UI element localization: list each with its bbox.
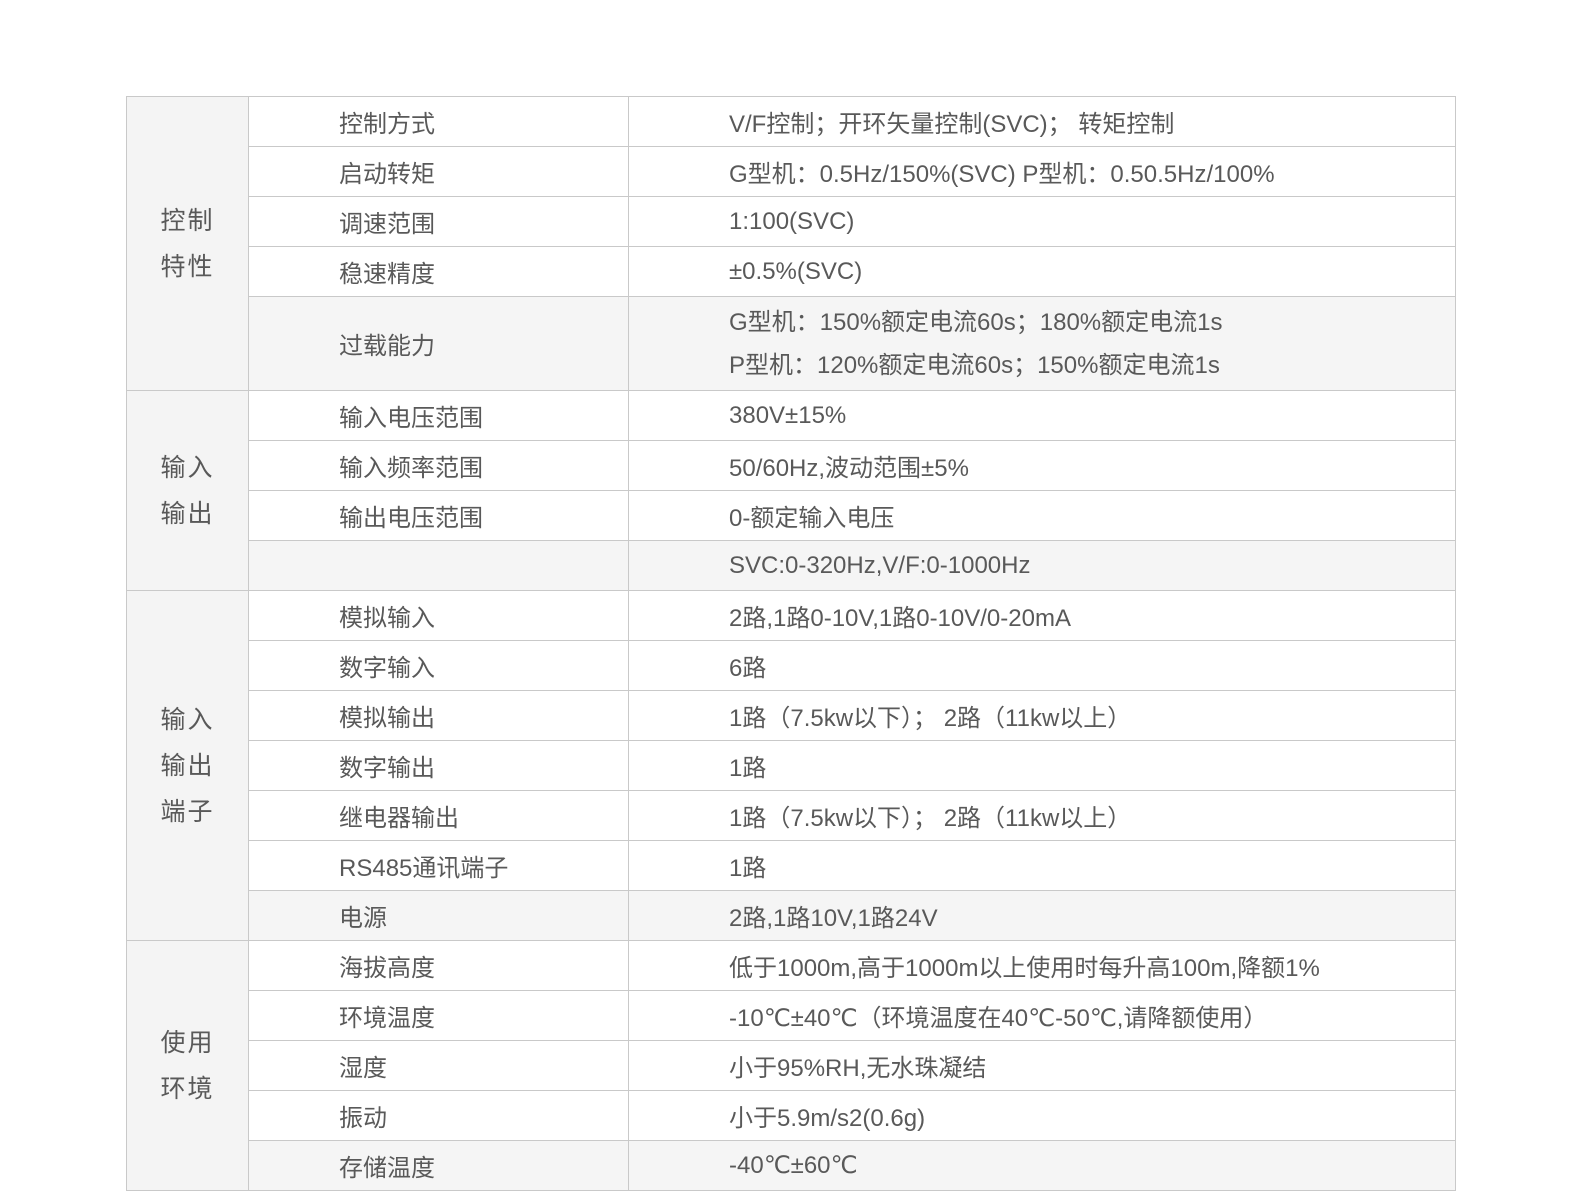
parameter-cell (248, 540, 629, 591)
value-cell: 1路 (628, 740, 1456, 791)
spec-row: 振动 小于5.9m/s2(0.6g) (127, 1090, 1456, 1141)
value-cell: 2路,1路0-10V,1路0-10V/0-20mA (628, 590, 1456, 641)
parameter-cell: 数字输入 (248, 640, 629, 691)
parameter-cell: 模拟输出 (248, 690, 629, 741)
parameter-cell: 湿度 (248, 1040, 629, 1091)
spec-row: 输入频率范围 50/60Hz,波动范围±5% (127, 440, 1456, 491)
parameter-cell: 海拔高度 (248, 940, 629, 991)
value-cell: G型机：0.5Hz/150%(SVC) P型机：0.50.5Hz/100% (628, 146, 1456, 197)
category-label-line: 控制 (160, 206, 215, 235)
category-cell: 使用 环境 (126, 940, 249, 1191)
parameter-cell: 继电器输出 (248, 790, 629, 841)
spec-row: RS485通讯端子 1路 (127, 840, 1456, 891)
spec-row: 调速范围 1:100(SVC) (127, 196, 1456, 247)
parameter-cell: 环境温度 (248, 990, 629, 1041)
spec-row: 湿度 小于95%RH,无水珠凝结 (127, 1040, 1456, 1091)
parameter-cell: 调速范围 (248, 196, 629, 247)
parameter-cell: 振动 (248, 1090, 629, 1141)
category-label-line: 环境 (160, 1074, 215, 1103)
value-cell: -10℃±40℃（环境温度在40℃-50℃,请降额使用） (628, 990, 1456, 1041)
category-label-line: 输出 (160, 751, 215, 780)
spec-row: 电源 2路,1路10V,1路24V (127, 890, 1456, 941)
spec-row: 环境温度 -10℃±40℃（环境温度在40℃-50℃,请降额使用） (127, 990, 1456, 1041)
spec-row: SVC:0-320Hz,V/F:0-1000Hz (127, 540, 1456, 591)
category-label-line: 端子 (160, 797, 215, 826)
value-cell: ±0.5%(SVC) (628, 246, 1456, 297)
category-label-line: 使用 (160, 1028, 215, 1057)
value-cell: 低于1000m,高于1000m以上使用时每升高100m,降额1% (628, 940, 1456, 991)
spec-row: 过载能力 G型机：150%额定电流60s；180%额定电流1s P型机：120%额定… (127, 296, 1456, 391)
spec-row: 输入 输出 端子 模拟输入 2路,1路0-10V,1路0-10V/0-20mA (126, 590, 1456, 941)
parameter-cell: 存储温度 (248, 1140, 629, 1191)
value-cell: 2路,1路10V,1路24V (628, 890, 1456, 941)
value-cell: 0-额定输入电压 (628, 490, 1456, 541)
parameter-cell: 启动转矩 (248, 146, 629, 197)
spec-row: 存储温度 -40℃±60℃ (127, 1140, 1456, 1191)
parameter-cell: 过载能力 (248, 296, 629, 391)
category-cell: 输入 输出 (126, 390, 249, 591)
value-line: G型机：150%额定电流60s；180%额定电流1s (729, 308, 1223, 336)
value-cell: 小于95%RH,无水珠凝结 (628, 1040, 1456, 1091)
value-cell: 1路（7.5kw以下）； 2路（11kw以上） (628, 790, 1456, 841)
value-cell: 6路 (628, 640, 1456, 691)
spec-row: 输入 输出 输入电压范围 380V±15% (126, 390, 1456, 591)
parameter-cell: 输出电压范围 (248, 490, 629, 541)
spec-table-body: 控制 特性 控制方式 V/F控制；开环矢量控制(SVC)； 转矩控制 启动转矩 G型机：0… (126, 96, 1456, 1191)
category-label-line: 输入 (160, 453, 215, 482)
parameter-cell: 电源 (248, 890, 629, 941)
parameter-cell: 数字输出 (248, 740, 629, 791)
value-cell: 380V±15% (628, 390, 1456, 441)
value-cell: 小于5.9m/s2(0.6g) (628, 1090, 1456, 1141)
category-label-line: 输入 (160, 705, 215, 734)
parameter-cell: 模拟输入 (248, 590, 629, 641)
category-cell: 控制 特性 (126, 96, 249, 391)
spec-row: 数字输出 1路 (127, 740, 1456, 791)
category-label-line: 输出 (160, 499, 215, 528)
value-cell: 1路（7.5kw以下）； 2路（11kw以上） (628, 690, 1456, 741)
spec-row: 模拟输出 1路（7.5kw以下）； 2路（11kw以上） (127, 690, 1456, 741)
category-label-line: 特性 (160, 252, 215, 281)
spec-row: 使用 环境 海拔高度 低于1000m,高于1000m以上使用时每升高100m,降额1% (126, 940, 1456, 1191)
parameter-cell: 稳速精度 (248, 246, 629, 297)
spec-row: 继电器输出 1路（7.5kw以下）； 2路（11kw以上） (127, 790, 1456, 841)
value-cell: 1路 (628, 840, 1456, 891)
spec-row: 启动转矩 G型机：0.5Hz/150%(SVC) P型机：0.50.5Hz/100… (127, 146, 1456, 197)
value-line: P型机：120%额定电流60s；150%额定电流1s (729, 351, 1220, 379)
category-cell: 输入 输出 端子 (126, 590, 249, 941)
value-cell: SVC:0-320Hz,V/F:0-1000Hz (628, 540, 1456, 591)
value-cell: V/F控制；开环矢量控制(SVC)； 转矩控制 (628, 96, 1456, 147)
spec-row: 数字输入 6路 (127, 640, 1456, 691)
value-cell: 50/60Hz,波动范围±5% (628, 440, 1456, 491)
value-cell: 1:100(SVC) (628, 196, 1456, 247)
value-cell: G型机：150%额定电流60s；180%额定电流1s P型机：120%额定电流60… (628, 296, 1456, 391)
parameter-cell: 输入频率范围 (248, 440, 629, 491)
spec-row: 输出电压范围 0-额定输入电压 (127, 490, 1456, 541)
spec-row: 控制 特性 控制方式 V/F控制；开环矢量控制(SVC)； 转矩控制 (126, 96, 1456, 391)
parameter-cell: 控制方式 (248, 96, 629, 147)
spec-row: 稳速精度 ±0.5%(SVC) (127, 246, 1456, 297)
value-cell: -40℃±60℃ (628, 1140, 1456, 1191)
parameter-cell: RS485通讯端子 (248, 840, 629, 891)
spec-table: 控制 特性 控制方式 V/F控制；开环矢量控制(SVC)； 转矩控制 启动转矩 G型机：0… (126, 96, 1456, 1191)
parameter-cell: 输入电压范围 (248, 390, 629, 441)
